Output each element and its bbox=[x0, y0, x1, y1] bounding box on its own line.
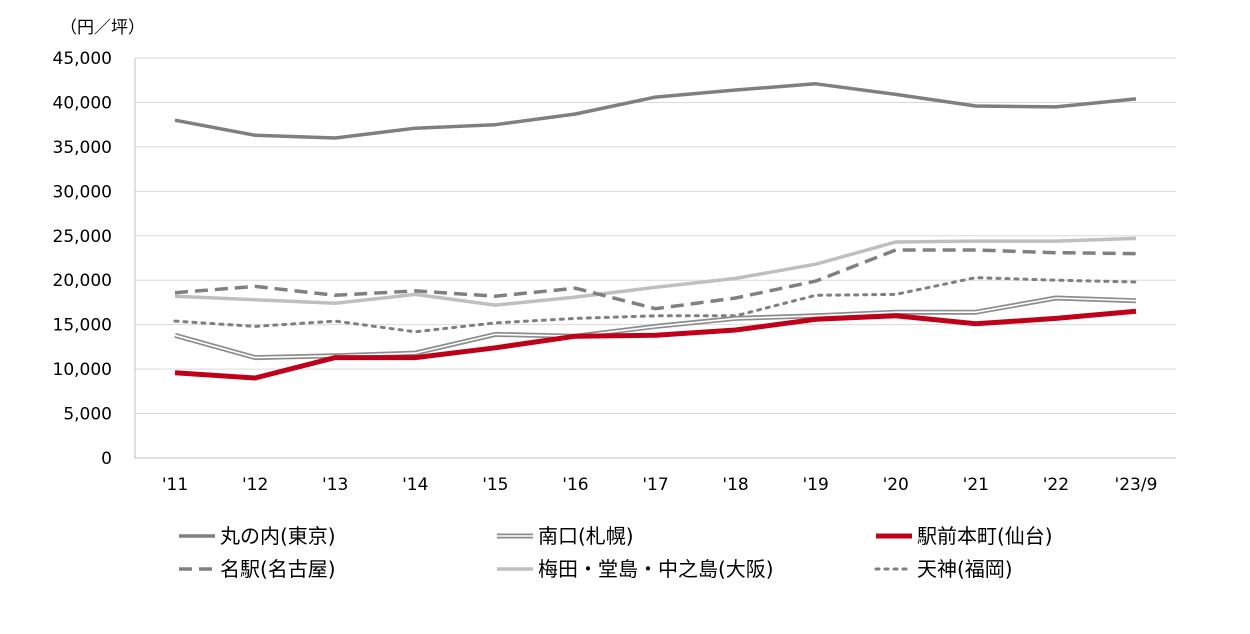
legend-label: 丸の内(東京) bbox=[220, 524, 336, 548]
y-tick-label: 10,000 bbox=[53, 360, 112, 380]
series-line-2 bbox=[174, 308, 1137, 381]
legend-item: 梅田・堂島・中之島(大阪) bbox=[497, 557, 774, 581]
x-tick-label: '13 bbox=[322, 475, 348, 495]
series-line-0 bbox=[174, 82, 1137, 140]
series-line-5 bbox=[173, 276, 1138, 334]
x-tick-label: '19 bbox=[802, 475, 828, 495]
x-tick-label: '22 bbox=[1043, 475, 1069, 495]
y-tick-label: 25,000 bbox=[53, 227, 112, 247]
legend: 丸の内(東京) 南口(札幌) 駅前本町(仙台) 名駅(名古屋) 梅田・堂島・中之島(大阪… bbox=[179, 524, 1053, 581]
x-tick-label: '15 bbox=[482, 475, 508, 495]
series-line-3 bbox=[174, 248, 1137, 311]
legend-item: 丸の内(東京) bbox=[179, 524, 336, 548]
x-tick-label: '11 bbox=[162, 475, 188, 495]
legend-item: 南口(札幌) bbox=[497, 524, 634, 548]
x-tick-label: '17 bbox=[642, 475, 668, 495]
y-tick-label: 40,000 bbox=[53, 93, 112, 113]
y-tick-label: 20,000 bbox=[53, 271, 112, 291]
legend-item: 天神(福岡) bbox=[874, 557, 1013, 581]
series-lines bbox=[173, 82, 1138, 381]
legend-item: 駅前本町(仙台) bbox=[876, 524, 1053, 548]
legend-label: 南口(札幌) bbox=[538, 524, 634, 548]
x-tick-label: '14 bbox=[402, 475, 428, 495]
y-unit-label: （円／坪） bbox=[60, 18, 145, 38]
series-line-4 bbox=[174, 236, 1137, 307]
y-tick-label: 45,000 bbox=[53, 49, 112, 69]
y-axis-ticks: 0 5,000 10,000 15,000 20,000 25,000 30,000 35,0… bbox=[53, 49, 112, 469]
x-tick-label: '18 bbox=[722, 475, 748, 495]
x-tick-label: '20 bbox=[883, 475, 909, 495]
x-tick-label: '23/9 bbox=[1115, 475, 1158, 495]
y-tick-label: 35,000 bbox=[53, 138, 112, 158]
x-tick-label: '12 bbox=[242, 475, 268, 495]
legend-label: 梅田・堂島・中之島(大阪) bbox=[538, 557, 774, 581]
grid-lines bbox=[134, 57, 1176, 459]
legend-label: 駅前本町(仙台) bbox=[917, 524, 1053, 548]
x-tick-label: '21 bbox=[963, 475, 989, 495]
x-tick-label: '16 bbox=[562, 475, 588, 495]
legend-item: 名駅(名古屋) bbox=[179, 557, 336, 581]
y-tick-label: 30,000 bbox=[53, 182, 112, 202]
y-tick-label: 0 bbox=[101, 449, 112, 469]
legend-label: 名駅(名古屋) bbox=[220, 557, 336, 581]
y-tick-label: 15,000 bbox=[53, 316, 112, 336]
y-tick-label: 5,000 bbox=[63, 405, 112, 425]
x-axis-ticks: '11 '12 '13 '14 '15 '16 '17 '18 '19 '20 '21 '22 '23/… bbox=[162, 475, 1158, 495]
legend-label: 天神(福岡) bbox=[917, 557, 1013, 581]
